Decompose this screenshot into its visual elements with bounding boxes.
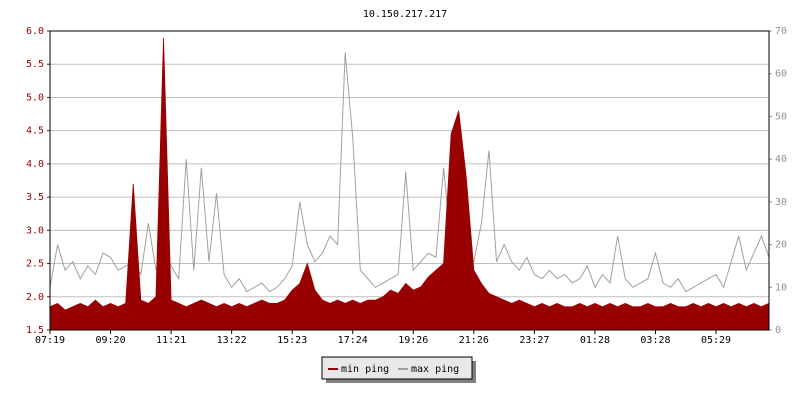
y-tick-label: 3.5 [26,192,44,203]
x-tick-label: 19:26 [398,335,428,346]
min-ping-area [49,37,770,331]
x-tick-label: 07:19 [35,335,65,346]
x-tick-label: 15:23 [277,335,307,346]
x-tick-label: 13:22 [217,335,247,346]
x-tick-label: 03:28 [640,335,670,346]
x-tick-label: 21:26 [459,335,489,346]
y-tick-label: 3.0 [26,225,44,236]
y-tick-label: 4.5 [26,126,44,137]
y2-tick-label: 0 [775,325,781,336]
y-tick-label: 5.5 [26,59,44,70]
y-tick-label: 1.5 [26,325,44,336]
legend-label: min ping [341,364,389,375]
y2-tick-label: 30 [775,197,787,208]
y-tick-label: 6.0 [26,26,44,37]
legend-label: max ping [411,364,459,375]
y2-tick-label: 70 [775,26,787,37]
y2-tick-label: 50 [775,111,787,122]
x-tick-label: 01:28 [580,335,610,346]
y2-tick-label: 40 [775,154,787,165]
x-tick-label: 09:20 [95,335,125,346]
plot-frame [49,30,770,331]
y2-tick-label: 20 [775,240,787,251]
chart-title: 10.150.217.217 [363,9,447,20]
y2-tick-label: 60 [775,69,787,80]
y-tick-label: 5.0 [26,92,44,103]
x-tick-label: 23:27 [519,335,549,346]
y2-tick-label: 10 [775,282,787,293]
y-tick-label: 4.0 [26,159,44,170]
legend-box [321,356,473,380]
y-tick-label: 2.5 [26,259,44,270]
x-tick-label: 05:29 [701,335,731,346]
y-tick-label: 2.0 [26,292,44,303]
x-tick-label: 17:24 [338,335,368,346]
x-tick-label: 11:21 [156,335,186,346]
